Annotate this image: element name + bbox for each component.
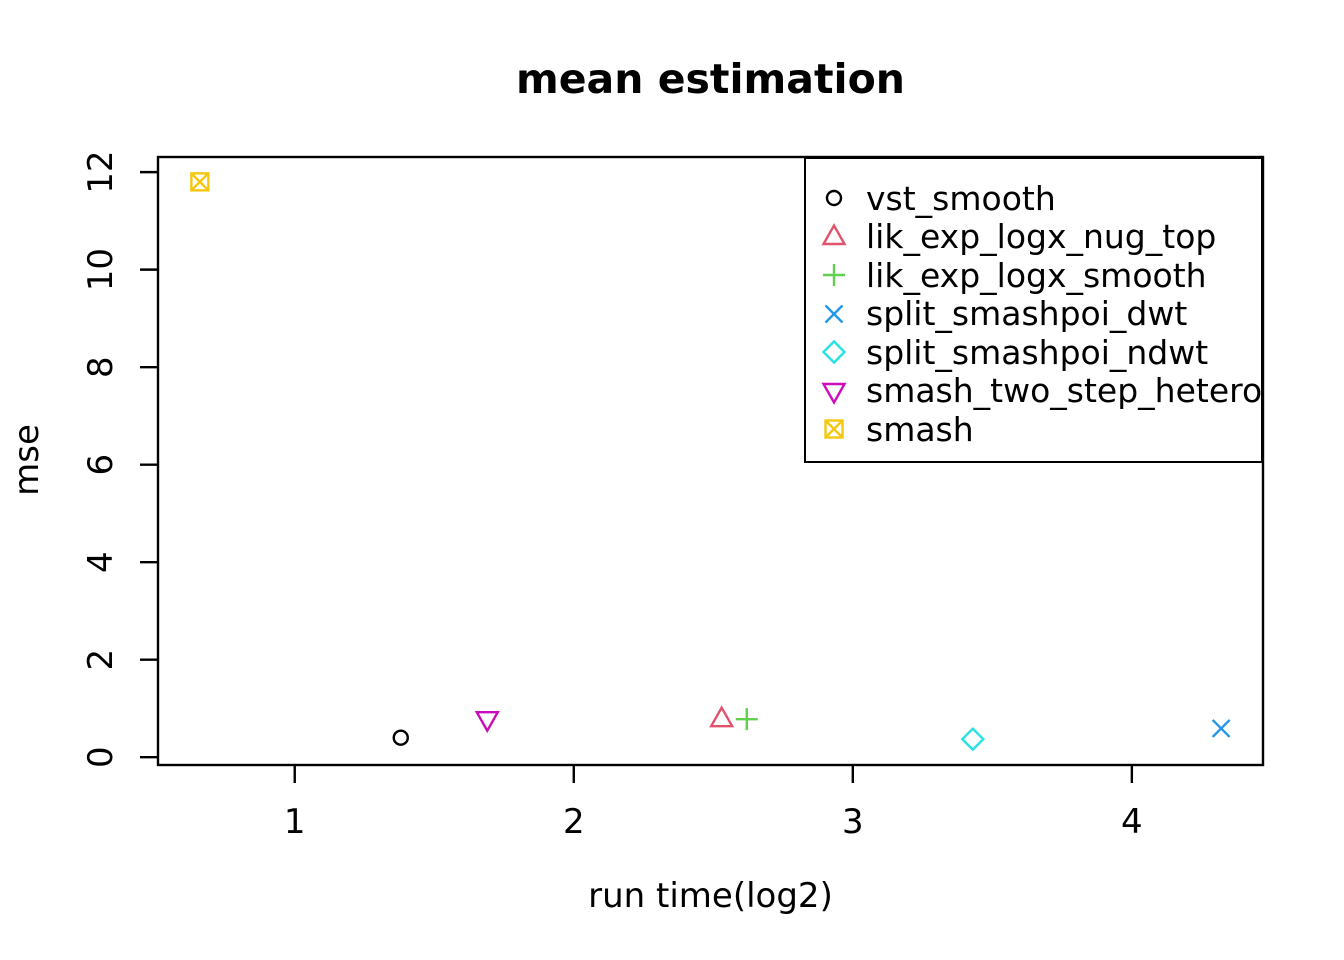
y-tick-label: 2	[81, 649, 121, 671]
marker-triangle-up-icon	[821, 222, 847, 245]
legend-item-label: split_smashpoi_dwt	[866, 294, 1188, 334]
chart-title: mean estimation	[516, 55, 905, 103]
marker-circle-icon	[825, 190, 843, 207]
data-point-lik_exp_logx_nug_top	[709, 705, 735, 728]
legend-item-label: vst_smooth	[866, 178, 1056, 218]
legend-item-label: smash_two_step_hetero	[866, 371, 1263, 411]
legend-plus-icon	[823, 264, 845, 287]
marker-triangle-down-icon	[821, 382, 847, 405]
y-tick-label: 0	[81, 746, 121, 768]
y-tick-label: 6	[81, 454, 121, 476]
legend-item-lik_exp_logx_nug_top: lik_exp_logx_nug_top	[806, 217, 1261, 257]
legend-item-label: split_smashpoi_ndwt	[866, 332, 1209, 372]
marker-x-icon	[824, 304, 844, 324]
legend-item-split_smashpoi_dwt: split_smashpoi_dwt	[806, 294, 1261, 334]
data-point-smash	[190, 172, 210, 192]
marker-plus-icon	[823, 264, 845, 287]
legend-item-vst_smooth: vst_smooth	[806, 179, 1261, 218]
legend-item-label: lik_exp_logx_smooth	[866, 255, 1207, 295]
legend-item-split_smashpoi_ndwt: split_smashpoi_ndwt	[806, 333, 1261, 372]
x-tick-label: 4	[1121, 802, 1143, 842]
y-tick-label: 4	[81, 551, 121, 573]
legend-square-x-icon	[824, 419, 844, 439]
y-tick-label: 10	[81, 248, 121, 291]
legend-x-icon	[824, 304, 844, 324]
marker-diamond-icon	[821, 340, 847, 365]
data-point-split_smashpoi_dwt	[1211, 719, 1231, 738]
data-point-vst_smooth	[392, 729, 409, 746]
legend: vst_smooth lik_exp_logx_nug_top lik_exp_lo…	[804, 157, 1263, 463]
legend-circle-icon	[825, 190, 843, 207]
y-tick-label: 8	[81, 356, 121, 378]
x-tick-label: 3	[842, 802, 864, 842]
legend-item-lik_exp_logx_smooth: lik_exp_logx_smooth	[806, 256, 1261, 295]
data-point-lik_exp_logx_smooth	[735, 708, 758, 731]
marker-square-x-icon	[824, 419, 844, 439]
x-tick-label: 2	[563, 802, 585, 842]
x-axis-label: run time(log2)	[588, 876, 833, 916]
data-point-smash_two_step_hetero	[474, 710, 500, 734]
y-axis-label: mse	[7, 424, 47, 496]
x-tick-label: 1	[284, 802, 306, 842]
legend-diamond-icon	[821, 340, 847, 365]
legend-triangle-up-icon	[821, 222, 847, 245]
legend-item-label: smash	[866, 409, 974, 449]
legend-item-smash: smash	[806, 410, 1261, 449]
y-tick-label: 12	[81, 150, 121, 193]
legend-item-label: lik_exp_logx_nug_top	[866, 217, 1217, 257]
data-point-split_smashpoi_ndwt	[960, 726, 985, 752]
legend-item-smash_two_step_hetero: smash_two_step_hetero	[806, 371, 1263, 411]
legend-triangle-down-icon	[821, 382, 847, 405]
plot-border	[156, 155, 1265, 767]
